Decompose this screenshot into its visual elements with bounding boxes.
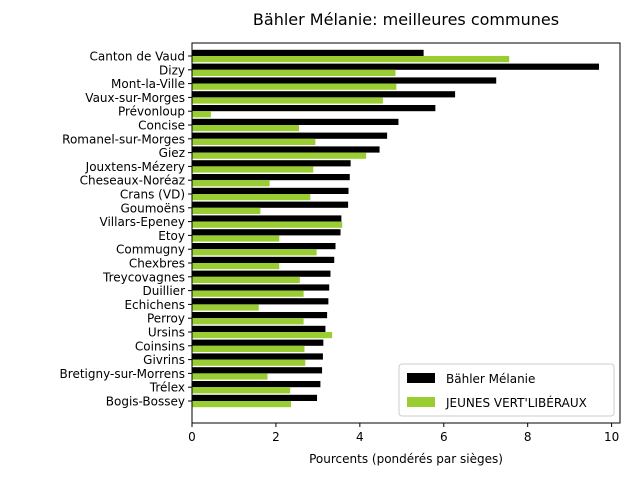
- y-tick-label-2: Mont-la-Ville: [111, 77, 185, 91]
- bar-jvl-11: [192, 207, 261, 214]
- bar-jvl-17: [192, 290, 304, 297]
- bar-bahler-4: [192, 105, 436, 112]
- legend-swatch-jvl: [407, 397, 435, 407]
- y-tick-label-5: Concise: [138, 119, 185, 133]
- bar-jvl-9: [192, 180, 270, 187]
- y-tick-label-23: Bretigny-sur-Morrens: [60, 367, 185, 381]
- bars-group: [192, 49, 600, 408]
- chart-title: Bähler Mélanie: meilleures communes: [253, 10, 559, 29]
- bar-bahler-7: [192, 146, 380, 153]
- y-tick-label-4: Prévonloup: [118, 105, 185, 119]
- bar-bahler-6: [192, 132, 388, 139]
- bar-jvl-14: [192, 249, 317, 256]
- y-tick-label-0: Canton de Vaud: [90, 50, 185, 64]
- y-tick-label-13: Etoy: [158, 229, 185, 243]
- x-axis-label: Pourcents (pondérés par sièges): [309, 452, 503, 466]
- bar-jvl-5: [192, 125, 299, 132]
- legend-label-jvl: JEUNES VERT'LIBÉRAUX: [445, 395, 587, 410]
- bar-jvl-10: [192, 194, 311, 201]
- bar-jvl-19: [192, 318, 304, 325]
- bar-bahler-17: [192, 284, 330, 291]
- bar-bahler-12: [192, 215, 342, 222]
- bar-bahler-3: [192, 91, 456, 98]
- y-tick-label-7: Giez: [159, 146, 185, 160]
- bar-jvl-18: [192, 304, 259, 311]
- bar-bahler-2: [192, 77, 497, 84]
- bar-bahler-24: [192, 381, 321, 388]
- y-tick-labels: Canton de VaudDizyMont-la-VilleVaux-sur-…: [60, 50, 192, 409]
- y-tick-label-8: Jouxtens-Mézery: [85, 160, 185, 174]
- legend: Bähler Mélanie JEUNES VERT'LIBÉRAUX: [398, 363, 615, 417]
- bar-bahler-1: [192, 63, 600, 70]
- bar-bahler-15: [192, 256, 335, 263]
- bar-jvl-24: [192, 387, 291, 394]
- x-tick-label-2: 4: [356, 430, 364, 444]
- bar-bahler-21: [192, 339, 324, 346]
- legend-swatch-bahler: [407, 373, 435, 383]
- y-tick-label-15: Chexbres: [129, 257, 185, 271]
- y-tick-label-18: Echichens: [124, 298, 185, 312]
- y-tick-label-11: Goumoëns: [120, 201, 185, 215]
- bar-bahler-0: [192, 49, 424, 56]
- y-tick-label-16: Treycovagnes: [102, 270, 185, 284]
- y-tick-label-9: Cheseaux-Noréaz: [80, 174, 185, 188]
- y-tick-label-14: Commugny: [116, 243, 185, 257]
- bar-bahler-22: [192, 353, 323, 360]
- bar-jvl-3: [192, 97, 383, 104]
- bar-jvl-8: [192, 166, 314, 173]
- y-tick-label-25: Bogis-Bossey: [106, 395, 185, 409]
- bar-bahler-16: [192, 270, 331, 277]
- bar-bahler-19: [192, 312, 328, 319]
- y-tick-label-21: Coinsins: [135, 339, 185, 353]
- y-tick-label-1: Dizy: [159, 63, 185, 77]
- bar-jvl-15: [192, 263, 280, 270]
- bar-bahler-9: [192, 174, 350, 181]
- bar-jvl-2: [192, 83, 397, 90]
- bar-bahler-14: [192, 243, 336, 250]
- legend-box: [398, 363, 615, 417]
- bar-jvl-7: [192, 152, 367, 159]
- bar-bahler-10: [192, 187, 349, 194]
- y-tick-label-10: Crans (VD): [120, 188, 185, 202]
- bar-jvl-1: [192, 69, 396, 76]
- bar-jvl-16: [192, 276, 300, 283]
- y-tick-label-19: Perroy: [147, 312, 185, 326]
- bar-bahler-13: [192, 229, 341, 236]
- bar-jvl-4: [192, 111, 211, 118]
- bar-bahler-25: [192, 394, 318, 401]
- y-tick-label-6: Romanel-sur-Morges: [62, 132, 185, 146]
- bar-jvl-13: [192, 235, 280, 242]
- bar-bahler-18: [192, 298, 329, 305]
- y-tick-label-20: Ursins: [148, 326, 185, 340]
- x-ticks: 0 2 4 6 8 10: [188, 423, 619, 444]
- x-tick-label-5: 10: [604, 430, 619, 444]
- y-tick-label-22: Givrins: [143, 353, 185, 367]
- bar-bahler-5: [192, 118, 399, 125]
- bar-jvl-6: [192, 138, 316, 145]
- x-tick-label-4: 8: [524, 430, 532, 444]
- bar-jvl-25: [192, 401, 292, 408]
- bar-bahler-8: [192, 160, 351, 167]
- bar-bahler-23: [192, 367, 323, 374]
- y-tick-label-17: Duillier: [143, 284, 186, 298]
- y-tick-label-12: Villars-Epeney: [100, 215, 186, 229]
- bar-bahler-20: [192, 325, 326, 332]
- bar-jvl-21: [192, 345, 305, 352]
- x-tick-label-0: 0: [188, 430, 196, 444]
- y-tick-label-3: Vaux-sur-Morges: [85, 91, 185, 105]
- bar-bahler-11: [192, 201, 349, 208]
- bar-jvl-23: [192, 373, 268, 380]
- plot-frame: [191, 42, 621, 424]
- bar-jvl-12: [192, 221, 343, 228]
- bar-jvl-20: [192, 332, 333, 339]
- y-tick-label-24: Trélex: [149, 381, 185, 395]
- x-tick-label-1: 2: [272, 430, 280, 444]
- bar-jvl-0: [192, 56, 510, 63]
- x-tick-label-3: 6: [440, 430, 448, 444]
- bar-jvl-22: [192, 359, 306, 366]
- legend-label-bahler: Bähler Mélanie: [446, 372, 535, 386]
